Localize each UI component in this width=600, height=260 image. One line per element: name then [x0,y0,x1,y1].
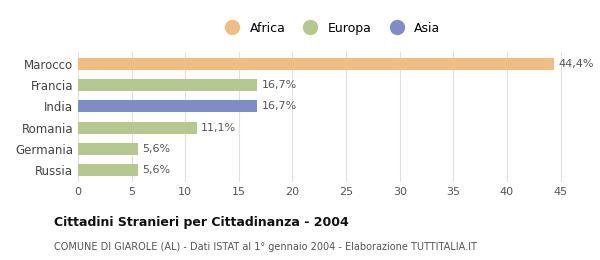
Text: 5,6%: 5,6% [142,165,170,175]
Text: Cittadini Stranieri per Cittadinanza - 2004: Cittadini Stranieri per Cittadinanza - 2… [54,216,349,229]
Text: 44,4%: 44,4% [559,59,594,69]
Text: 16,7%: 16,7% [262,80,296,90]
Bar [78,143,138,155]
Legend: Africa, Europa, Asia: Africa, Europa, Asia [215,17,445,40]
Bar [78,79,257,91]
Text: 11,1%: 11,1% [202,123,236,133]
Bar [78,58,554,70]
Bar [78,122,197,133]
Text: 16,7%: 16,7% [262,101,296,111]
Text: 5,6%: 5,6% [142,144,170,154]
Bar [78,101,257,112]
Text: COMUNE DI GIAROLE (AL) - Dati ISTAT al 1° gennaio 2004 - Elaborazione TUTTITALIA: COMUNE DI GIAROLE (AL) - Dati ISTAT al 1… [54,242,477,252]
Bar [78,164,138,176]
